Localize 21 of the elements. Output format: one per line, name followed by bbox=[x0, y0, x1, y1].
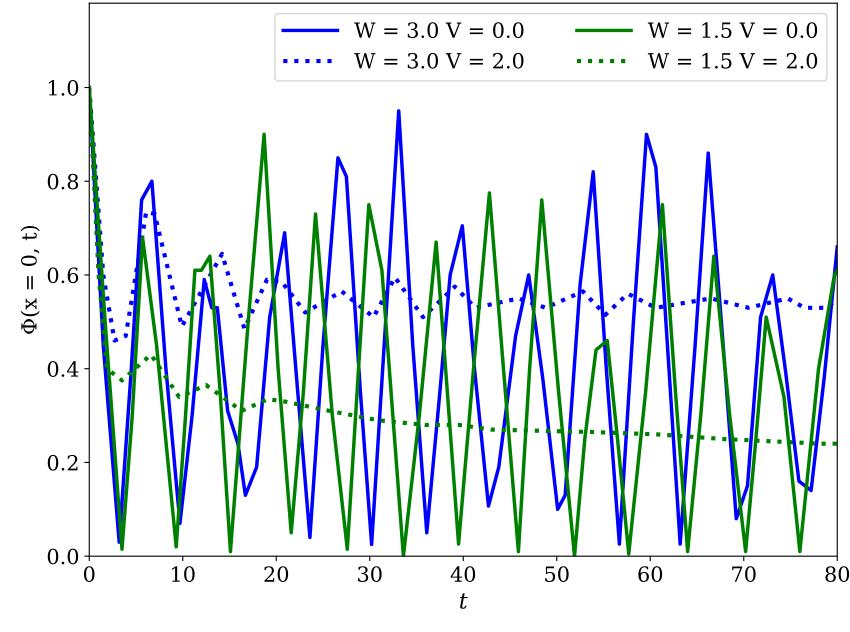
x-tick-label: 70 bbox=[732, 566, 756, 582]
y-tick-label: 0.6 bbox=[48, 267, 78, 284]
y-tick-label: 1.0 bbox=[48, 80, 78, 96]
y-axis-title: Φ(x = 0, t) bbox=[20, 226, 40, 334]
x-axis-title: t bbox=[460, 593, 468, 609]
legend-label: W = 1.5 V = 0.0 bbox=[648, 22, 818, 38]
legend-label: W = 3.0 V = 0.0 bbox=[354, 22, 524, 38]
x-tick-label: 40 bbox=[450, 566, 476, 582]
x-tick-label: 30 bbox=[358, 566, 382, 582]
x-tick-label: 10 bbox=[172, 566, 195, 582]
y-tick-label: 0.2 bbox=[48, 454, 78, 471]
x-tick-label: 50 bbox=[545, 566, 569, 582]
legend-label: W = 3.0 V = 2.0 bbox=[354, 52, 524, 69]
legend-label: W = 1.5 V = 2.0 bbox=[648, 52, 818, 69]
y-tick-label: 0.0 bbox=[48, 548, 78, 564]
y-tick-label: 0.8 bbox=[48, 174, 78, 190]
x-tick-label: 60 bbox=[638, 566, 662, 582]
y-tick-label: 0.4 bbox=[48, 361, 78, 377]
x-tick-label: 0 bbox=[84, 566, 94, 582]
x-tick-label: 20 bbox=[264, 566, 288, 582]
x-tick-label: 80 bbox=[825, 566, 850, 582]
